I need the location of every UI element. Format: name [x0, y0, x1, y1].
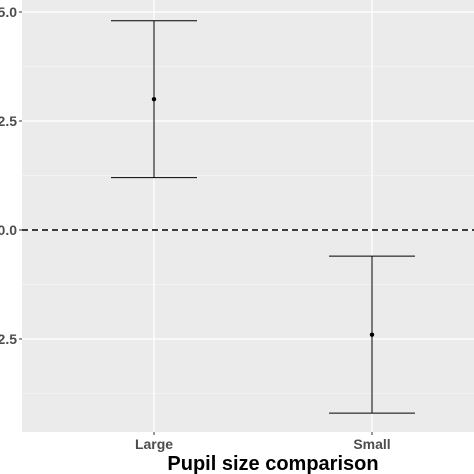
minor-gridlines: [22, 66, 474, 394]
point-estimate: [369, 332, 375, 337]
errorbar-large: [111, 20, 197, 179]
error-bars: [111, 20, 415, 414]
y-tick-label: 2.5: [0, 331, 17, 347]
y-tick-label: 0.0: [0, 222, 17, 238]
x-axis: Large Small: [135, 432, 391, 452]
plot-panel: [22, 0, 474, 432]
y-tick-label: 2.5: [0, 113, 17, 129]
x-tick-label: Large: [135, 436, 173, 452]
errorbar-small: [329, 255, 415, 414]
x-tick-label: Small: [353, 436, 390, 452]
x-axis-title: Pupil size comparison: [167, 453, 378, 474]
point-estimate: [151, 97, 157, 102]
y-tick-label: 5.0: [0, 4, 17, 20]
y-axis: 5.0 2.5 0.0 2.5: [0, 4, 22, 347]
